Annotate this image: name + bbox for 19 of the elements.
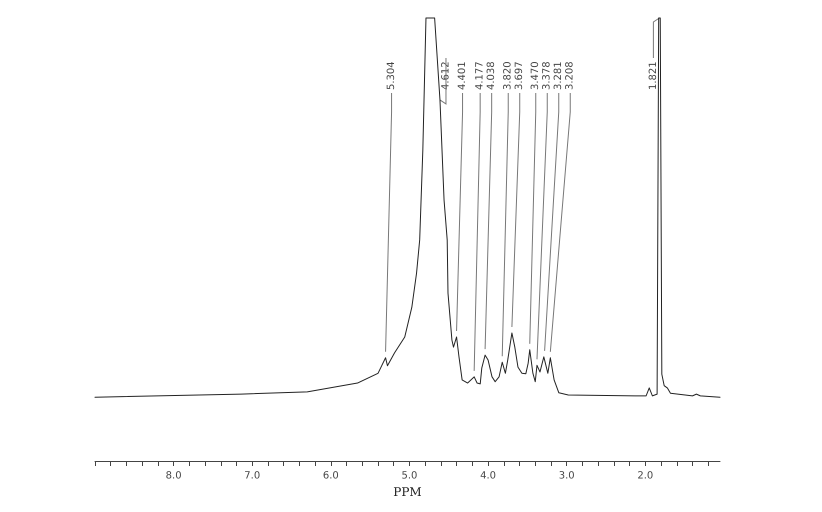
annotation: 3.820 <box>502 61 514 90</box>
x-tick-label: 6.0 <box>322 470 339 482</box>
x-tick-label: 4.0 <box>480 470 496 482</box>
annotation: 3.378 <box>542 61 553 90</box>
annotation: 3.470 <box>530 61 542 90</box>
annotation: 1.821 <box>648 61 659 90</box>
annotation: 4.401 <box>457 61 468 90</box>
annotation: 3.697 <box>514 61 526 90</box>
annotation: 3.281 <box>553 61 564 90</box>
annotation: 4.038 <box>486 61 498 90</box>
x-tick-label: 3.0 <box>558 470 575 482</box>
x-tick-label: 8.0 <box>166 470 182 482</box>
x-axis-title: PPM <box>393 484 422 499</box>
annotation: 5.304 <box>386 61 398 90</box>
x-tick-label: 7.0 <box>244 470 260 482</box>
annotation: 4.177 <box>474 61 486 90</box>
x-tick-label: 5.0 <box>402 470 418 482</box>
annotation: 3.208 <box>564 61 576 90</box>
x-tick-label: 2.0 <box>637 470 654 482</box>
